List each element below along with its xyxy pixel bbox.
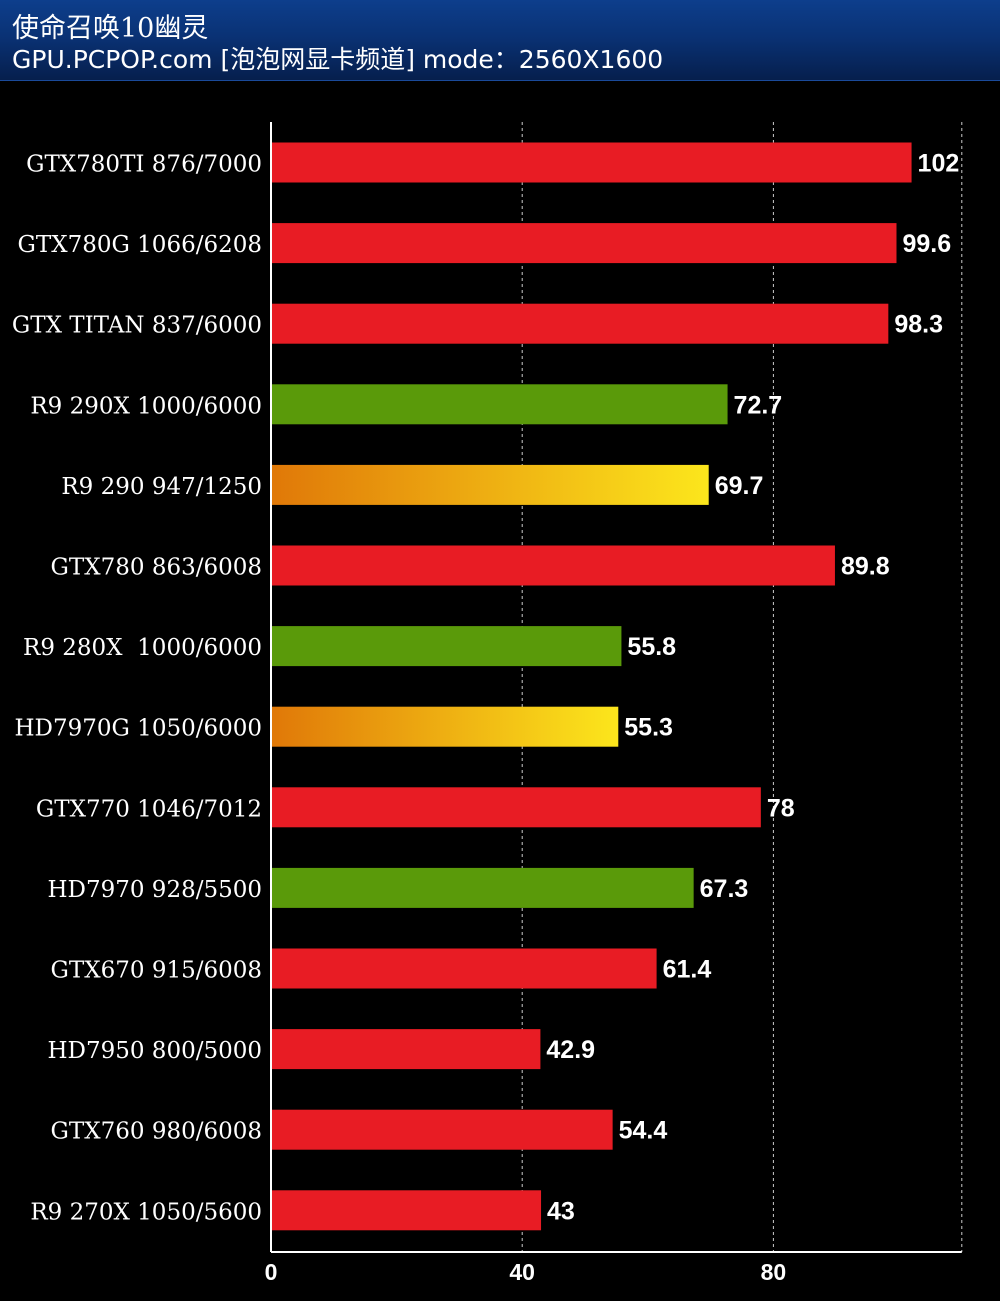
category-label: GTX760 980/6008 [51,1119,262,1145]
value-label: 102 [918,150,960,178]
value-label: 54.4 [619,1117,668,1145]
bar [271,706,619,747]
bar [271,1109,613,1150]
bar [271,1190,542,1231]
category-label: HD7970G 1050/6000 [14,716,262,742]
value-label: 55.8 [627,633,676,661]
value-label: 61.4 [663,956,712,984]
bar [271,867,694,908]
bar [271,626,622,667]
bar [271,787,761,828]
bar [271,464,709,505]
chart-title: 使命召唤10幽灵 [12,13,209,44]
x-tick-label: 80 [761,1259,787,1285]
category-label: R9 280X 1000/6000 [23,635,262,661]
category-label: GTX TITAN 837/6000 [12,313,262,339]
category-label: GTX780G 1066/6208 [18,232,263,258]
category-label: GTX780 863/6008 [51,555,262,581]
chart-subtitle: GPU.PCPOP.com [泡泡网显卡频道] mode：2560X1600 [12,45,664,74]
value-label: 72.7 [734,391,783,419]
category-label: GTX770 1046/7012 [36,796,262,822]
x-tick-label: 40 [509,1259,535,1285]
value-label: 99.6 [902,230,951,258]
value-label: 78 [767,794,795,822]
bars [271,142,912,1231]
axes [270,122,962,1253]
category-label: GTX780TI 876/7000 [26,152,262,178]
value-label: 69.7 [715,472,764,500]
value-label: 43 [547,1197,575,1225]
bar [271,303,889,344]
bar [271,142,912,183]
chart-header: 使命召唤10幽灵 GPU.PCPOP.com [泡泡网显卡频道] mode：25… [0,0,1000,81]
bar [271,384,728,425]
value-labels: 102 99.6 98.3 72.7 69.7 89.8 55.8 55.3 78 67.3 61.… [546,150,959,1226]
x-tick-labels: 0 40 80 [265,1259,787,1285]
category-label: R9 290X 1000/6000 [30,393,262,419]
bar [271,948,657,989]
value-label: 98.3 [894,311,943,339]
bar [271,545,835,586]
bar [271,223,897,264]
value-label: 67.3 [700,875,749,903]
category-labels: GTX780TI 876/7000 GTX780G 1066/6208 GTX TI… [12,152,262,1226]
value-label: 89.8 [841,553,890,581]
x-tick-label: 0 [265,1259,278,1285]
category-label: R9 290 947/1250 [61,474,262,500]
bar [271,1029,541,1070]
grid-lines [521,122,963,1252]
category-label: HD7950 800/5000 [47,1038,262,1064]
category-label: GTX670 915/6008 [51,958,262,984]
value-label: 42.9 [546,1036,595,1064]
category-label: HD7970 928/5500 [47,877,262,903]
category-label: R9 270X 1050/5600 [30,1199,262,1225]
value-label: 55.3 [624,714,673,742]
